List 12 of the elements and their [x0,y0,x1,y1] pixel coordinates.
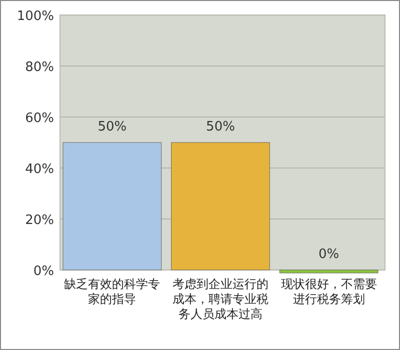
y-tick-label: 20% [25,213,54,228]
y-tick-label: 60% [25,111,54,126]
x-tick-label: 考虑到企业运行的成本，聘请专业税务人员成本过高 [172,277,268,321]
x-tick-label: 缺乏有效的科学专家的指导 [64,277,160,306]
y-tick-label: 80% [25,60,54,75]
x-tick-label: 现状很好，不需要进行税务筹划 [280,277,377,306]
y-tick-label: 100% [16,9,54,24]
data-label: 50% [98,120,127,134]
data-label: 50% [206,120,235,134]
data-label: 0% [318,247,340,262]
y-tick-label: 0% [33,264,54,279]
y-tick-label: 40% [25,162,54,177]
